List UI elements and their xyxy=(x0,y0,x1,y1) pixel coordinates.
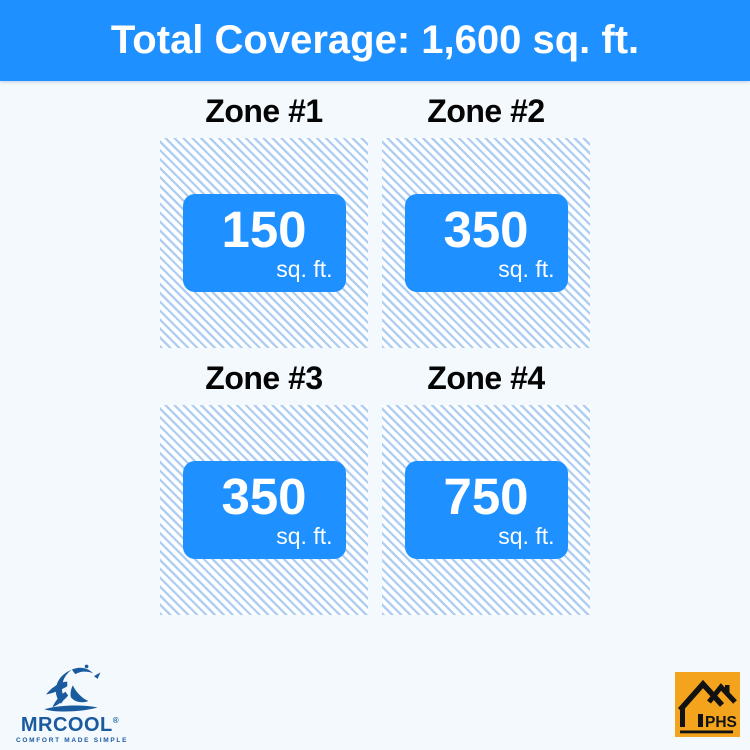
zone-1-card: 150 sq. ft. xyxy=(182,194,346,292)
phs-logo: PHS xyxy=(675,672,740,737)
phs-label-text: PHS xyxy=(705,714,737,731)
zone-3-unit: sq. ft. xyxy=(276,522,333,549)
zone-4-card: 750 sq. ft. xyxy=(404,461,568,559)
mrcool-logo: MRCOOL® COMFORT MADE SIMPLE xyxy=(16,663,129,744)
zone-1: Zone #1 150 sq. ft. xyxy=(160,81,368,348)
zone-4-unit: sq. ft. xyxy=(498,522,555,549)
zone-3-card: 350 sq. ft. xyxy=(182,461,346,559)
zone-2-card: 350 sq. ft. xyxy=(404,194,568,292)
mrcool-tagline: COMFORT MADE SIMPLE xyxy=(16,737,129,744)
zone-4-title: Zone #4 xyxy=(427,360,545,396)
zone-4-hatched-area: 750 sq. ft. xyxy=(382,405,590,615)
zone-1-title: Zone #1 xyxy=(205,93,323,129)
zone-3-value: 350 xyxy=(221,467,307,525)
zone-4: Zone #4 750 sq. ft. xyxy=(382,348,590,615)
zone-1-value: 150 xyxy=(221,200,307,258)
zone-3-hatched-area: 350 sq. ft. xyxy=(160,405,368,615)
zone-2-unit: sq. ft. xyxy=(498,255,555,282)
zone-2: Zone #2 350 sq. ft. xyxy=(382,81,590,348)
zone-2-hatched-area: 350 sq. ft. xyxy=(382,138,590,348)
zone-2-value: 350 xyxy=(443,200,529,258)
house-roof-icon: PHS xyxy=(675,672,740,737)
zone-2-title: Zone #2 xyxy=(427,93,545,129)
registered-mark: ® xyxy=(112,716,120,725)
header-banner: Total Coverage: 1,600 sq. ft. xyxy=(0,0,750,81)
zone-1-unit: sq. ft. xyxy=(276,255,333,282)
zone-4-value: 750 xyxy=(443,467,529,525)
mrcool-brand-text: MRCOOL xyxy=(20,714,113,736)
mrcool-wordmark: MRCOOL® xyxy=(16,715,124,735)
zone-1-hatched-area: 150 sq. ft. xyxy=(160,138,368,348)
zone-3: Zone #3 350 sq. ft. xyxy=(160,348,368,615)
zone-3-title: Zone #3 xyxy=(205,360,323,396)
penguin-mascot-icon xyxy=(44,664,101,712)
total-coverage-title: Total Coverage: 1,600 sq. ft. xyxy=(110,18,640,62)
zones-grid: Zone #1 150 sq. ft. Zone #2 350 sq. ft. … xyxy=(160,81,590,615)
